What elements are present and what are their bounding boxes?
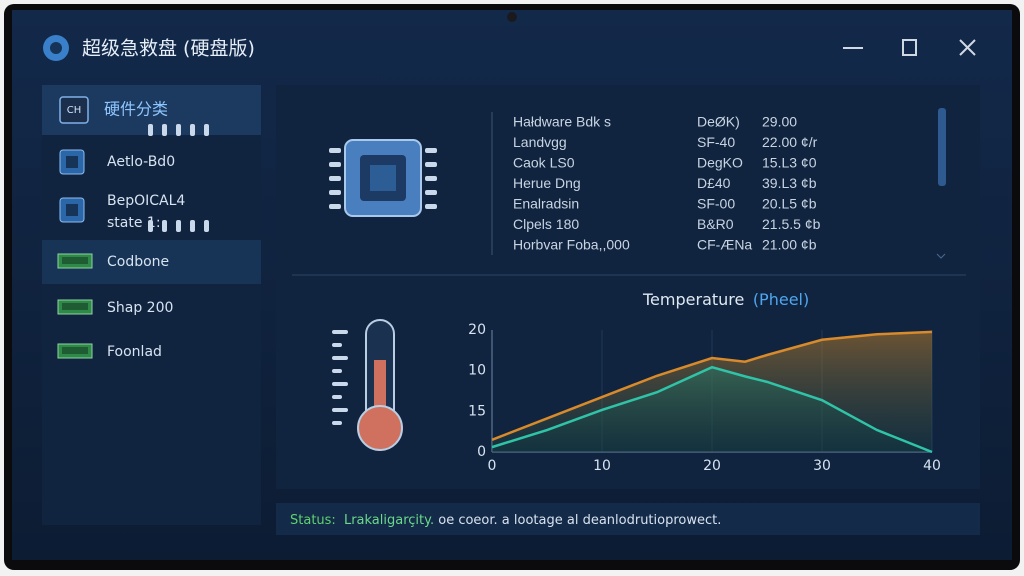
x-tick-label: 30 [813, 458, 831, 474]
header-chip-icon [59, 96, 89, 124]
cpu-pin [425, 190, 437, 195]
x-tick-label: 20 [703, 458, 721, 474]
x-tick-label: 0 [488, 458, 497, 474]
table-cell: Enalradsin [513, 196, 579, 212]
y-axis-label: 15 [468, 403, 486, 419]
cpu-pin [329, 176, 341, 181]
sidebar-item[interactable]: BepOICAL4 [107, 193, 185, 209]
status-text: Status: Lrakaligarçity. oe coeor. a loot… [290, 513, 721, 528]
cpu-icon [344, 139, 422, 217]
table-cell: 20.L5 ¢b [762, 196, 817, 212]
table-cell: Clpels 180 [513, 216, 579, 232]
thermo-tick [332, 356, 348, 360]
window-title: 超级急救盘 (硬盘版) [82, 38, 255, 60]
ram-chips [62, 303, 88, 310]
cpu-pin [148, 220, 153, 232]
close-button[interactable] [959, 39, 976, 56]
cpu-pin [329, 204, 341, 209]
cpu-pin [162, 124, 167, 136]
cpu-pin [425, 176, 437, 181]
cpu-pin [148, 124, 153, 136]
sidebar-header: 硬件分类 [104, 100, 168, 119]
table-cell: 22.00 ¢/r [762, 134, 818, 150]
scroll-arrow[interactable] [936, 253, 946, 259]
cpu-pin [329, 190, 341, 195]
cpu-pin [329, 148, 341, 153]
sidebar-item[interactable]: Aetlo-Bd0 [107, 154, 175, 170]
chart-title: Temperature [642, 290, 744, 309]
y-axis-label: 20 [468, 322, 486, 338]
cpu-pin [176, 220, 181, 232]
table-cell: 39.L3 ¢b [762, 175, 817, 191]
table-cell: 21.00 ¢b [762, 237, 817, 253]
ram-chips [62, 347, 88, 354]
cpu-pin [204, 124, 209, 136]
chip-core [66, 204, 78, 216]
ram-chips [62, 257, 88, 264]
series-line [491, 365, 933, 454]
sidebar-item[interactable]: Foonlad [107, 344, 162, 360]
thermometer-icon [357, 319, 403, 451]
status-state: Lrakaligarçity. [344, 513, 434, 528]
app-icon-core [50, 42, 62, 54]
cpu-pin [190, 124, 195, 136]
table-cell: 29.00 [762, 114, 797, 130]
series-area [492, 367, 932, 452]
camera [507, 12, 517, 22]
chip-core [66, 156, 78, 168]
cpu-pin [176, 124, 181, 136]
header-chip-label: CH [67, 105, 82, 116]
cpu-pin [329, 162, 341, 167]
table-cell: Caok LS0 [513, 155, 575, 171]
maximize-button[interactable] [902, 39, 917, 56]
y-axis-label: 0 [477, 444, 486, 460]
table-cell: DegKO [697, 155, 743, 171]
thermo-tick [332, 421, 342, 425]
table-cell: Landvgg [513, 134, 567, 150]
table-cell: B&R0 [697, 216, 734, 232]
table-cell: CF-ÆNa [697, 237, 752, 253]
status-message: oe coeor. a lootage al deanlodrutioprowe… [438, 513, 721, 528]
thermo-tick [332, 369, 342, 373]
cpu-pin [425, 162, 437, 167]
table-cell: DeØK) [697, 114, 740, 130]
thermo-tick [332, 330, 348, 334]
cpu-pin [425, 204, 437, 209]
y-axis-label: 10 [468, 363, 486, 379]
status-bar [276, 503, 980, 535]
thermo-tick [332, 343, 342, 347]
series-line [491, 330, 933, 441]
chart-title-unit: (Pheel) [753, 290, 809, 309]
x-tick-label: 10 [593, 458, 611, 474]
thermo-tick [332, 408, 348, 412]
cpu-pin [425, 148, 437, 153]
table-cell: D£40 [697, 175, 731, 191]
table-cell: SF-00 [697, 196, 735, 212]
status-label: Status: [290, 513, 336, 528]
table-cell: 15.L3 ¢0 [762, 155, 817, 171]
table-cell: Horbvar Foba,,000 [513, 237, 630, 253]
scrollbar[interactable] [938, 108, 946, 186]
table-cell: Hałdware Bdk s [513, 114, 611, 130]
cpu-pin [204, 220, 209, 232]
table-cell: SF-40 [697, 134, 735, 150]
table-cell: Herue Dng [513, 175, 581, 191]
sidebar-item[interactable]: Codbone [107, 254, 169, 270]
thermo-tick [332, 395, 342, 399]
x-tick-label: 40 [923, 458, 941, 474]
thermo-tick [332, 382, 348, 386]
cpu-pin [162, 220, 167, 232]
chart-title-group: Temperature (Pheel) [642, 290, 809, 309]
cpu-pin [190, 220, 195, 232]
sidebar-item[interactable]: Shap 200 [107, 300, 173, 316]
table-cell: 21.5.5 ¢b [762, 216, 821, 232]
sidebar-subitem[interactable]: state 1: [107, 215, 161, 231]
